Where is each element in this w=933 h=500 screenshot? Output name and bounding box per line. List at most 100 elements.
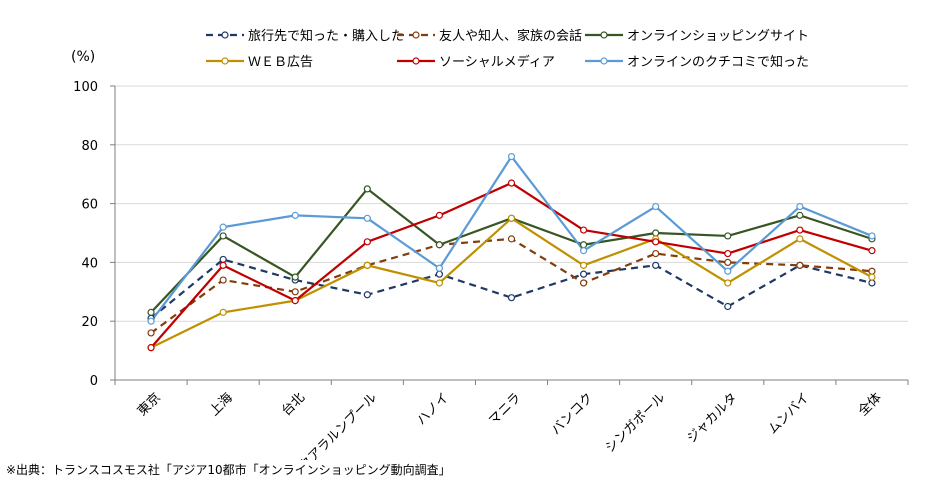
- legend-item: ソーシャルメディア: [397, 54, 555, 70]
- x-tick-label: クアラルンプール: [296, 390, 380, 460]
- legend-label: 友人や知人、家族の会話: [439, 28, 582, 44]
- legend-marker: [412, 31, 420, 39]
- data-point: [507, 152, 516, 161]
- legend-label: ソーシャルメディア: [439, 54, 555, 70]
- data-point: [652, 249, 660, 258]
- legend-label: オンラインのクチコミで知った: [627, 54, 809, 70]
- legend-label: オンラインショッピングサイト: [627, 29, 809, 44]
- data-point: [219, 308, 227, 316]
- data-point: [363, 238, 371, 246]
- legend: 旅行先で知った・購入した 友人や知人、家族の会話 オンラインショッピングサイト ＷＥＢ…: [206, 28, 809, 70]
- data-point: [435, 211, 444, 219]
- data-point: [796, 226, 804, 234]
- legend-marker: [221, 31, 229, 39]
- data-point: [579, 261, 588, 269]
- data-point: [652, 202, 660, 211]
- x-tick-label: ムンバイ: [765, 390, 812, 437]
- data-point: [724, 302, 732, 311]
- data-point: [796, 211, 804, 219]
- x-tick-label: 東京: [134, 390, 164, 420]
- data-point: [507, 235, 516, 243]
- source-note: ※出典：トランスコスモス社「アジア10都市「オンラインショッピング動向調査」: [6, 463, 451, 477]
- data-point: [579, 270, 588, 278]
- data-point: [363, 291, 371, 299]
- x-tick-label: 全体: [855, 390, 885, 420]
- data-point: [868, 267, 876, 275]
- data-point: [219, 276, 227, 284]
- legend-item: オンラインショッピングサイト: [585, 29, 809, 44]
- data-point: [147, 344, 155, 352]
- data-point: [147, 317, 155, 325]
- legend-label: ＷＥＢ広告: [248, 55, 313, 70]
- x-tick-label: 台北: [279, 390, 308, 419]
- data-point: [435, 264, 444, 272]
- data-point: [507, 214, 516, 222]
- data-point: [796, 202, 804, 211]
- data-point: [147, 308, 155, 316]
- series-lines: [147, 152, 876, 352]
- y-axis-unit-label: (%): [71, 49, 95, 65]
- data-point: [291, 211, 299, 219]
- data-point: [363, 185, 371, 193]
- y-tick-label: 0: [90, 374, 98, 389]
- data-point: [868, 232, 876, 240]
- x-tick-label: ハノイ: [414, 390, 452, 428]
- y-tick-labels: 0 20 40 60 80 100: [73, 80, 98, 389]
- data-point: [579, 247, 588, 255]
- data-point: [868, 247, 876, 255]
- series-line: [150, 181, 873, 349]
- legend-label: 旅行先で知った・購入した: [248, 28, 404, 44]
- data-point: [435, 241, 444, 249]
- data-point: [724, 279, 732, 287]
- data-point: [868, 279, 876, 287]
- legend-marker: [221, 57, 229, 65]
- series-line: [150, 258, 873, 320]
- x-tick-label: ジャカルタ: [684, 390, 740, 446]
- data-point: [291, 273, 299, 281]
- legend-marker: [600, 57, 608, 65]
- data-point: [868, 273, 876, 281]
- data-point: [796, 261, 804, 269]
- data-point: [363, 261, 371, 269]
- legend-marker: [600, 31, 608, 39]
- data-point: [652, 238, 660, 246]
- data-point: [219, 232, 227, 240]
- x-tick-label: バンコク: [549, 390, 597, 438]
- x-tick-label: 上海: [207, 390, 236, 419]
- y-tick-label: 40: [81, 256, 98, 271]
- y-tick-label: 60: [81, 198, 98, 213]
- legend-item: オンラインのクチコミで知った: [585, 54, 809, 70]
- legend-item: 旅行先で知った・購入した: [206, 28, 404, 44]
- data-point: [219, 223, 227, 231]
- data-point: [291, 297, 299, 305]
- data-point: [147, 329, 155, 337]
- data-point: [291, 288, 299, 296]
- data-point: [435, 270, 444, 278]
- series-line: [150, 187, 873, 314]
- data-point: [652, 229, 660, 237]
- data-point: [652, 261, 660, 269]
- data-point: [219, 255, 227, 264]
- data-point: [796, 235, 804, 243]
- data-point: [724, 249, 732, 258]
- data-point: [724, 258, 732, 266]
- data-point: [724, 232, 732, 240]
- data-point: [579, 279, 588, 287]
- data-point: [435, 279, 444, 287]
- data-point: [507, 294, 516, 302]
- legend-item: ＷＥＢ広告: [206, 55, 313, 70]
- legend-marker: [412, 57, 420, 65]
- data-point: [219, 261, 227, 269]
- data-point: [579, 226, 588, 234]
- x-tick-label: マニラ: [486, 390, 524, 428]
- y-tick-label: 20: [81, 315, 98, 330]
- data-point: [579, 241, 588, 249]
- y-tick-label: 100: [73, 80, 98, 95]
- legend-item: 友人や知人、家族の会話: [397, 28, 582, 44]
- data-point: [724, 267, 732, 275]
- x-tick-label: シンガポール: [603, 390, 669, 456]
- data-point: [363, 214, 371, 222]
- y-tick-label: 80: [81, 139, 98, 154]
